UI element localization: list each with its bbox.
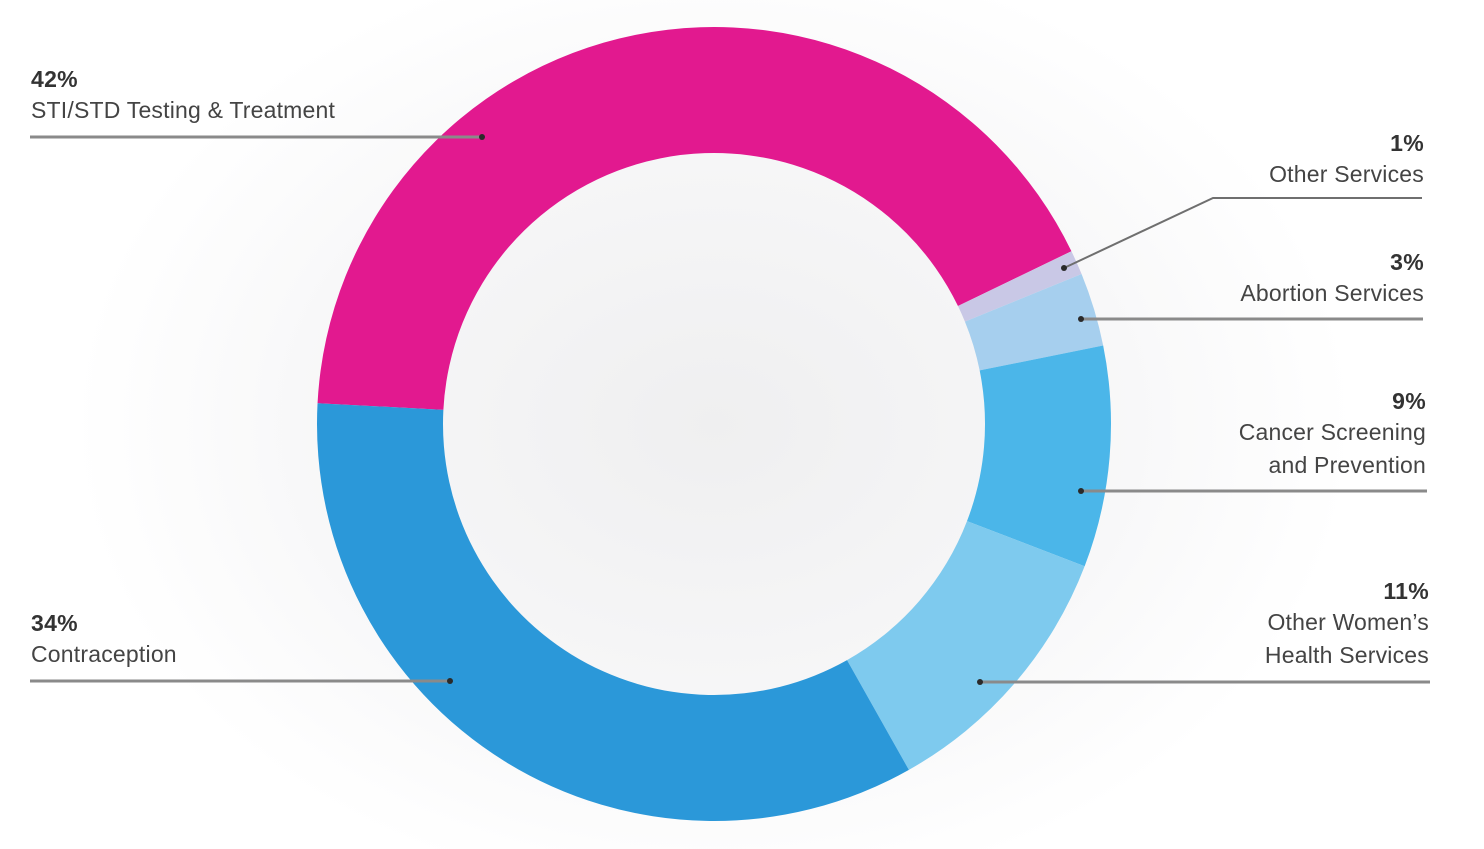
leader-dot-sti [479,134,485,140]
label-sti-percent: 42% [31,66,78,92]
label-contraception-name: Contraception [31,641,177,667]
label-other-womens-health: 11% Other Women’s Health Services [1265,576,1429,672]
leader-dot-abortion [1078,316,1084,322]
label-cancer-name-line1: Cancer Screening [1238,419,1426,445]
label-abortion-name: Abortion Services [1240,280,1424,306]
label-other-percent: 1% [1390,130,1424,156]
donut-slice-cancer-screening-and-prevention [967,345,1111,567]
donut-slice-other-services [957,251,1082,322]
leader-dot-womens [977,679,983,685]
label-other-name: Other Services [1269,161,1424,187]
label-contraception: 34% Contraception [31,608,177,671]
label-contraception-percent: 34% [31,610,78,636]
leader-line-other [1063,197,1422,269]
label-sti-name: STI/STD Testing & Treatment [31,97,336,123]
donut-slice-abortion-services [964,273,1104,371]
donut-slice-sti-std-testing-treatment [317,27,1072,410]
label-sti: 42% STI/STD Testing & Treatment [31,64,335,127]
donut-slices [317,27,1111,821]
label-other-services: 1% Other Services [1269,128,1424,191]
label-cancer-screening: 9% Cancer Screening and Prevention [1239,386,1426,482]
label-womens-name-line2: Health Services [1264,642,1429,668]
donut-slice-other-women-s-health-services [847,521,1085,770]
label-abortion-services: 3% Abortion Services [1240,247,1424,310]
label-abortion-percent: 3% [1390,249,1424,275]
leader-dot-other [1061,265,1067,271]
label-cancer-percent: 9% [1392,388,1426,414]
label-womens-name-line1: Other Women’s [1267,609,1429,635]
label-womens-percent: 11% [1383,578,1429,604]
leader-lines [30,134,1430,685]
donut-slice-contraception [317,403,909,821]
leader-dot-contraception [447,678,453,684]
leader-dot-cancer [1078,488,1084,494]
label-cancer-name-line2: and Prevention [1268,452,1426,478]
